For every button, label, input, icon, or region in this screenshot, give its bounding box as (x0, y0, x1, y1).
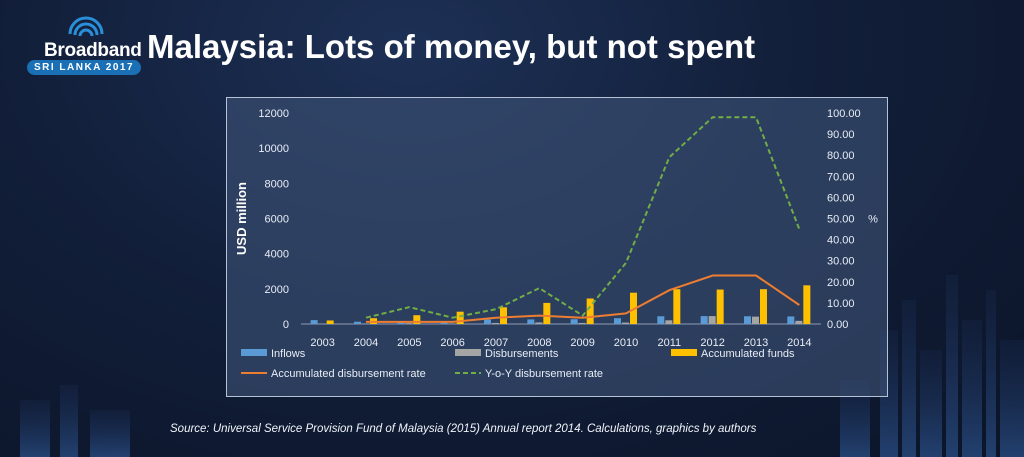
bar-disbursements (752, 316, 759, 324)
broadband-logo: Broadband SRI LANKA 2017 (24, 16, 144, 76)
x-tick-label: 2013 (744, 337, 768, 349)
line-accumulated-disbursement-rate (366, 274, 800, 323)
bar-inflows (570, 319, 578, 324)
bar-disbursements (665, 320, 673, 324)
slide-title: Malaysia: Lots of money, but not spent (147, 28, 756, 65)
bar-disbursements (405, 323, 413, 324)
bar-accumulated-funds (543, 302, 551, 324)
bar-accumulated-funds (586, 298, 594, 324)
legend-swatch (455, 349, 481, 356)
source-note: Source: Universal Service Provision Fund… (170, 423, 757, 435)
legend-label: Accumulated disbursement rate (271, 368, 426, 380)
x-tick-label: 2005 (397, 337, 421, 349)
bar-inflows (484, 319, 491, 324)
y-tick-label: 0 (283, 319, 289, 331)
line-y-o-y-disbursement-rate (365, 116, 801, 319)
logo-subtitle: SRI LANKA 2017 (27, 60, 141, 75)
bar-inflows (657, 316, 665, 324)
chart-panel: 0 2000 4000 6000 8000 10000 12000 0.00 10.00 20.0… (226, 97, 888, 397)
y-tick-label: 4000 (265, 249, 289, 261)
logo-wordmark: Broadband (44, 40, 142, 61)
y2-tick-label: 90.00 (827, 129, 855, 141)
x-tick-label: 2009 (570, 337, 594, 349)
bar-inflows (614, 318, 621, 324)
legend-label: Disbursements (485, 348, 559, 360)
bar-accumulated-funds (673, 289, 681, 324)
combo-chart: 0 2000 4000 6000 8000 10000 12000 0.00 10.00 20.0… (234, 108, 878, 380)
bar-accumulated-funds (500, 307, 507, 324)
y2-tick-label: 50.00 (827, 214, 855, 226)
y-tick-label: 6000 (265, 214, 289, 226)
bar-accumulated-funds (716, 289, 724, 324)
x-tick-label: 2011 (658, 337, 682, 349)
y2-tick-label: 100.00 (827, 108, 861, 120)
legend-swatch (671, 349, 697, 356)
bar-accumulated-funds (326, 320, 334, 324)
y2-tick-label: 40.00 (827, 235, 855, 247)
bar-inflows (527, 319, 535, 324)
y2-tick-label: 30.00 (827, 256, 855, 268)
x-tick-label: 2006 (440, 337, 464, 349)
legend-swatch (241, 349, 267, 356)
y2-axis-title: % (868, 214, 878, 226)
bar-inflows (354, 321, 361, 324)
y-tick-label: 2000 (265, 284, 289, 296)
bar-inflows (700, 316, 708, 324)
y2-tick-label: 70.00 (827, 171, 855, 183)
bar-inflows (744, 316, 751, 324)
y2-tick-label: 10.00 (827, 298, 855, 310)
x-tick-label: 2007 (484, 337, 508, 349)
bar-disbursements (535, 322, 543, 324)
y-tick-label: 10000 (258, 143, 289, 155)
y-tick-label: 8000 (265, 178, 289, 190)
legend-label: Inflows (271, 348, 306, 360)
legend-label: Y-o-Y disbursement rate (485, 368, 603, 380)
y2-tick-label: 20.00 (827, 277, 855, 289)
x-tick-label: 2008 (527, 337, 551, 349)
x-tick-label: 2004 (354, 337, 378, 349)
x-tick-label: 2010 (614, 337, 638, 349)
x-tick-label: 2012 (700, 337, 724, 349)
y-tick-label: 12000 (258, 108, 289, 120)
bar-disbursements (795, 320, 803, 324)
bar-inflows (787, 316, 795, 324)
bar-disbursements (622, 322, 629, 324)
y2-tick-label: 60.00 (827, 192, 855, 204)
y2-tick-label: 0.00 (827, 319, 848, 331)
legend-label: Accumulated funds (701, 348, 795, 360)
bar-accumulated-funds (456, 311, 464, 324)
bar-disbursements (492, 322, 499, 324)
x-tick-label: 2003 (310, 337, 334, 349)
bar-accumulated-funds (413, 315, 421, 324)
bar-disbursements (708, 316, 716, 324)
bar-disbursements (362, 323, 369, 324)
x-tick-label: 2014 (787, 337, 811, 349)
y2-tick-label: 80.00 (827, 150, 855, 162)
bar-disbursements (578, 322, 586, 324)
wifi-icon (68, 16, 104, 37)
bar-inflows (310, 320, 318, 324)
y-axis-title: USD million (234, 182, 249, 255)
bar-accumulated-funds (803, 285, 811, 324)
bar-disbursements (448, 323, 456, 324)
bar-accumulated-funds (760, 289, 767, 324)
